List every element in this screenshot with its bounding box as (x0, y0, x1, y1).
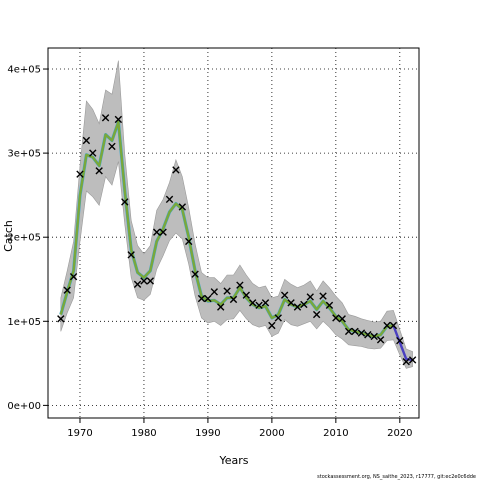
observed-point (408, 356, 417, 364)
observed-point (89, 149, 97, 157)
observed-point (312, 310, 321, 319)
observed-point (383, 321, 391, 330)
observed-point (57, 315, 65, 323)
observed-point (165, 195, 174, 204)
observed-point (344, 327, 353, 336)
observed-point (396, 336, 404, 345)
observed-point (63, 286, 71, 294)
observed-point (185, 237, 193, 246)
observed-point (389, 321, 398, 330)
x-tick-label: 1980 (131, 428, 156, 439)
x-axis-label: Years (218, 454, 248, 467)
observed-point (121, 198, 129, 206)
estimate-line-main (59, 120, 394, 338)
observed-point (319, 292, 327, 300)
plot-frame (47, 47, 420, 419)
observed-point (376, 336, 385, 344)
observed-point (261, 299, 270, 307)
x-tick-label: 1990 (195, 428, 220, 439)
observed-point (197, 294, 206, 303)
observed-point (325, 301, 334, 310)
observed-point (133, 280, 142, 288)
y-tick-label: 2e+05 (7, 233, 41, 244)
observed-point (69, 273, 78, 281)
observed-point (223, 287, 231, 295)
observed-point (146, 277, 155, 285)
observed-point (255, 301, 263, 310)
confidence-band-area (60, 60, 413, 369)
observed-point (153, 228, 161, 236)
observed-point (300, 300, 308, 309)
observed-point (236, 281, 244, 289)
observed-point (357, 329, 366, 337)
y-tick-label: 4e+05 (7, 65, 41, 76)
observed-point (338, 315, 346, 323)
observed-point (95, 167, 103, 175)
grid-lines (48, 48, 419, 418)
observed-point (82, 136, 91, 145)
observed-point (242, 291, 250, 299)
x-tick-label: 2020 (387, 428, 412, 439)
x-tick-label: 2010 (323, 428, 348, 439)
observed-point (248, 299, 257, 307)
confidence-band (60, 60, 413, 369)
observed-point (332, 314, 340, 322)
observed-point (364, 331, 372, 339)
observed-point (210, 288, 219, 296)
observed-point (217, 303, 225, 311)
y-axis-label: Catch (2, 220, 15, 252)
observed-points (57, 114, 417, 366)
observed-point (351, 327, 359, 336)
estimate-line (59, 120, 413, 362)
observed-point (306, 293, 314, 301)
observed-point (101, 114, 110, 122)
observed-point (229, 295, 238, 304)
observed-point (280, 291, 289, 299)
observed-point (293, 303, 302, 311)
x-axis: 1970 1980 1990 2000 2010 2020 (67, 418, 413, 439)
observed-point (76, 170, 84, 178)
observed-point (127, 251, 135, 259)
observed-point (204, 294, 212, 303)
observed-point (274, 314, 282, 322)
observed-point (178, 203, 187, 211)
observed-point (287, 299, 295, 307)
observed-point (159, 228, 167, 236)
source-note: stockassessment.org, NS_saithe_2023, r17… (317, 474, 476, 480)
observed-point (402, 357, 410, 366)
observed-point (191, 270, 199, 278)
observed-point (114, 115, 123, 124)
x-tick-label: 2000 (259, 428, 284, 439)
observed-point (370, 332, 378, 341)
observed-point (140, 277, 148, 285)
y-axis: 0e+00 1e+05 2e+05 3e+05 4e+05 (7, 65, 48, 412)
y-tick-label: 0e+00 (7, 401, 41, 412)
x-tick-label: 1970 (67, 428, 92, 439)
observed-point (172, 166, 180, 174)
y-tick-label: 3e+05 (7, 149, 41, 160)
y-tick-label: 1e+05 (7, 317, 41, 328)
estimate-line-recent (392, 325, 413, 362)
observed-point (268, 321, 276, 330)
observed-point (108, 142, 116, 151)
